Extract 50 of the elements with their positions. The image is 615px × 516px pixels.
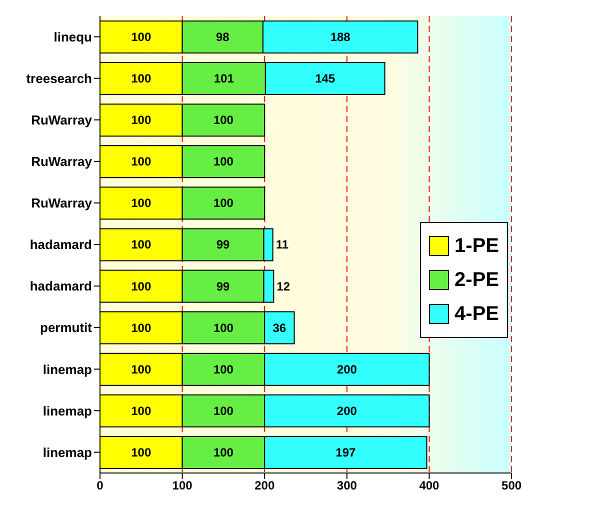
data-label: 145: [315, 72, 336, 86]
y-tick-label: permutit: [40, 320, 93, 336]
legend-label: 4-PE: [454, 302, 499, 327]
data-label: 100: [213, 196, 234, 210]
x-tick-label: 200: [254, 478, 275, 493]
data-label: 200: [336, 362, 358, 376]
data-label: 197: [336, 445, 356, 460]
legend-label: 2-PE: [454, 268, 499, 293]
data-label: 100: [131, 196, 152, 210]
data-label: 100: [131, 279, 152, 294]
data-label: 36: [272, 320, 286, 335]
y-tick-label: linequ: [54, 29, 92, 44]
y-tick-label: treesearch: [26, 70, 92, 86]
data-label: 101: [214, 72, 234, 86]
y-tick-label: linemap: [42, 403, 92, 418]
y-tick-label: hadamard: [30, 278, 92, 294]
x-tick-label: 100: [172, 478, 193, 493]
x-tick-label: 500: [502, 478, 522, 493]
y-tick-label: linemap: [42, 444, 92, 460]
data-label: 98: [216, 30, 230, 44]
data-label: 100: [131, 154, 152, 169]
data-label: 188: [330, 30, 351, 44]
data-label: 100: [131, 445, 152, 460]
y-tick-label: linemap: [42, 362, 92, 377]
data-label: 12: [276, 279, 290, 294]
data-label: 100: [213, 445, 234, 460]
data-label: 100: [213, 362, 234, 376]
x-tick-label: 0: [96, 478, 104, 493]
legend-label: 1-PE: [454, 234, 499, 259]
data-label: 100: [131, 72, 152, 86]
data-label: 99: [216, 238, 230, 252]
data-label: 11: [276, 238, 289, 252]
data-label: 100: [131, 113, 152, 128]
data-label: 100: [213, 113, 234, 128]
data-label: 100: [131, 404, 152, 418]
data-label: 100: [213, 154, 234, 169]
y-tick-label: RuWarray: [31, 196, 93, 211]
data-label: 100: [131, 30, 152, 44]
data-label: 200: [336, 404, 358, 418]
x-tick-label: 300: [336, 478, 358, 493]
data-label: 100: [213, 320, 234, 335]
y-tick-label: RuWarray: [31, 112, 93, 128]
y-tick-label: RuWarray: [31, 154, 93, 170]
y-tick-label: hadamard: [30, 237, 92, 252]
data-label: 99: [216, 279, 230, 294]
data-label: 100: [131, 238, 152, 252]
data-label: 100: [131, 320, 152, 335]
data-label: 100: [213, 404, 234, 418]
x-tick-label: 400: [419, 478, 440, 493]
data-label: 100: [131, 362, 152, 376]
